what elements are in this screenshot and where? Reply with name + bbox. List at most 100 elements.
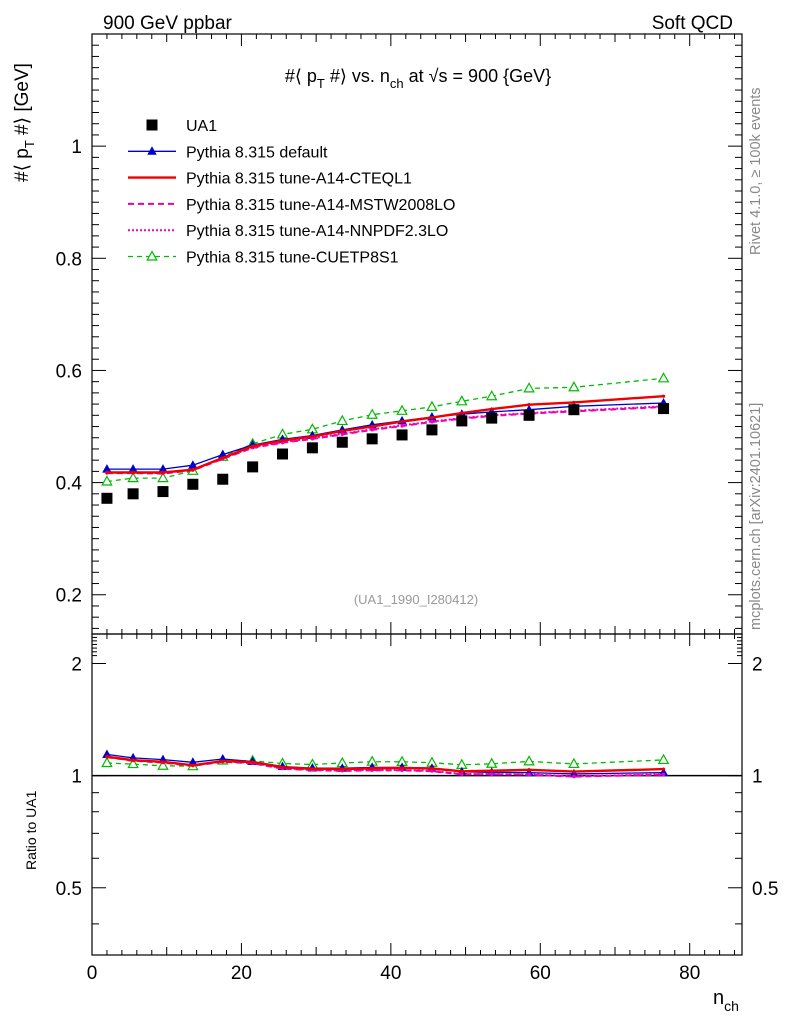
data-point-ua1 — [523, 409, 535, 421]
marker-nnpdf — [370, 427, 374, 431]
data-point-ua1 — [157, 486, 169, 498]
y-tick-label: 1 — [71, 137, 82, 158]
marker-cteql1 — [105, 470, 109, 475]
ratio-marker-cteql1 — [400, 766, 404, 770]
ratio-marker-cteql1 — [105, 755, 109, 759]
marker-cteql1 — [251, 444, 255, 448]
ratio-marker-cteql1 — [221, 759, 225, 763]
ratio-marker-cteql1 — [460, 769, 464, 773]
ratio-marker-cteql1 — [370, 766, 374, 770]
legend-item-default: Pythia 8.315 default — [128, 144, 328, 161]
marker-default — [128, 464, 138, 473]
legend-item-data: UA1 — [146, 118, 217, 135]
ratio-marker-nnpdf — [460, 772, 464, 776]
marker-cteql1 — [661, 394, 666, 398]
marker-cuetp8s1 — [336, 414, 349, 426]
marker-cteql1 — [430, 415, 434, 420]
data-point-ua1 — [658, 403, 670, 415]
ratio-y-tick-label-right: 0.5 — [752, 879, 778, 900]
ratio-marker-cteql1 — [191, 763, 195, 767]
marker-default — [188, 460, 198, 469]
data-point-ua1 — [247, 461, 259, 473]
ratio-marker-nnpdf — [572, 774, 576, 778]
legend-marker-default — [147, 146, 157, 155]
side-label-top: Rivet 4.1.0, ≥ 100k events — [748, 87, 764, 255]
marker-cteql1 — [460, 411, 464, 415]
x-tick-label: 40 — [380, 963, 401, 984]
x-tick-label: 0 — [87, 963, 98, 984]
ratio-frame — [91, 633, 743, 956]
y-tick-label: 0.6 — [56, 361, 82, 382]
marker-cteql1 — [527, 403, 531, 407]
ratio-panel: 0 20 40 60 80 0.5 0.5 1 1 2 2 — [56, 633, 778, 984]
legend-marker-data — [146, 119, 158, 131]
data-point-ua1 — [568, 404, 580, 416]
data-point-ua1 — [127, 488, 139, 500]
ratio-marker-nnpdf — [490, 772, 494, 776]
marker-cuetp8s1 — [127, 471, 139, 483]
marker-default — [158, 464, 168, 473]
ratio-marker-cteql1 — [280, 765, 285, 769]
ratio-marker-cuetp8s1 — [127, 757, 139, 769]
marker-cuetp8s1 — [456, 395, 468, 406]
data-point-ua1 — [101, 492, 113, 504]
legend-label-data: UA1 — [186, 118, 217, 135]
chart-title: #⟨ pT #⟩ vs. nch at √s = 900 {GeV} — [285, 66, 551, 91]
data-point-ua1 — [217, 473, 229, 485]
marker-cteql1 — [280, 438, 285, 443]
legend-label-mstw: Pythia 8.315 tune-A14-MSTW2008LO — [186, 197, 455, 214]
ratio-marker-nnpdf — [430, 769, 434, 773]
marker-cteql1 — [191, 468, 195, 472]
marker-cuetp8s1 — [523, 382, 535, 393]
ratio-marker-cuetp8s1 — [568, 757, 580, 769]
ratio-marker-default — [188, 757, 198, 766]
ratio-marker-cteql1 — [527, 768, 531, 772]
marker-cteql1 — [490, 407, 494, 411]
ratio-marker-cteql1 — [161, 760, 165, 764]
data-point-ua1 — [456, 415, 468, 427]
y-tick-label: 0.4 — [56, 474, 83, 495]
data-point-ua1 — [396, 429, 408, 441]
data-point-ua1 — [426, 424, 438, 436]
header-right: Soft QCD — [652, 13, 733, 34]
ratio-marker-cteql1 — [310, 767, 315, 771]
marker-cuetp8s1 — [101, 475, 113, 486]
marker-cteql1 — [310, 435, 315, 439]
ratio-marker-cteql1 — [572, 770, 576, 774]
marker-cteql1 — [572, 400, 576, 405]
marker-nnpdf — [340, 432, 344, 436]
x-tick-label: 80 — [679, 963, 700, 984]
ratio-marker-nnpdf — [661, 772, 666, 776]
y-tick-label: 0.8 — [56, 249, 82, 270]
marker-cuetp8s1 — [426, 400, 438, 411]
marker-nnpdf — [430, 419, 434, 424]
data-point-ua1 — [187, 478, 199, 490]
marker-cteql1 — [400, 419, 404, 424]
x-axis-label: nch — [713, 987, 739, 1014]
marker-nnpdf — [400, 423, 404, 428]
ratio-marker-cteql1 — [430, 766, 434, 771]
ratio-marker-cteql1 — [131, 758, 135, 762]
marker-cuetp8s1 — [396, 404, 408, 415]
marker-cuetp8s1 — [568, 381, 580, 392]
marker-cteql1 — [370, 424, 374, 429]
x-tick-label: 20 — [231, 963, 252, 984]
legend-item-cteql1: Pythia 8.315 tune-A14-CTEQL1 — [128, 171, 412, 188]
legend: UA1 Pythia 8.315 default Pythia 8.315 tune… — [128, 118, 455, 267]
marker-cteql1 — [161, 470, 165, 475]
ratio-marker-cteql1 — [490, 769, 494, 773]
ratio-y-tick-label: 0.5 — [56, 879, 82, 900]
marker-cuetp8s1 — [366, 408, 378, 419]
ratio-y-tick-label: 2 — [71, 654, 82, 675]
data-point-ua1 — [277, 448, 289, 460]
legend-label-nnpdf: Pythia 8.315 tune-A14-NNPDF2.3LO — [186, 223, 448, 240]
legend-label-cteql1: Pythia 8.315 tune-A14-CTEQL1 — [186, 171, 412, 188]
marker-cuetp8s1 — [157, 471, 169, 483]
ratio-marker-cteql1 — [661, 767, 666, 771]
marker-cteql1 — [221, 456, 225, 460]
marker-cteql1 — [340, 429, 344, 433]
legend-item-nnpdf: Pythia 8.315 tune-A14-NNPDF2.3LO — [128, 223, 448, 240]
ratio-y-tick-label: 1 — [71, 767, 82, 788]
